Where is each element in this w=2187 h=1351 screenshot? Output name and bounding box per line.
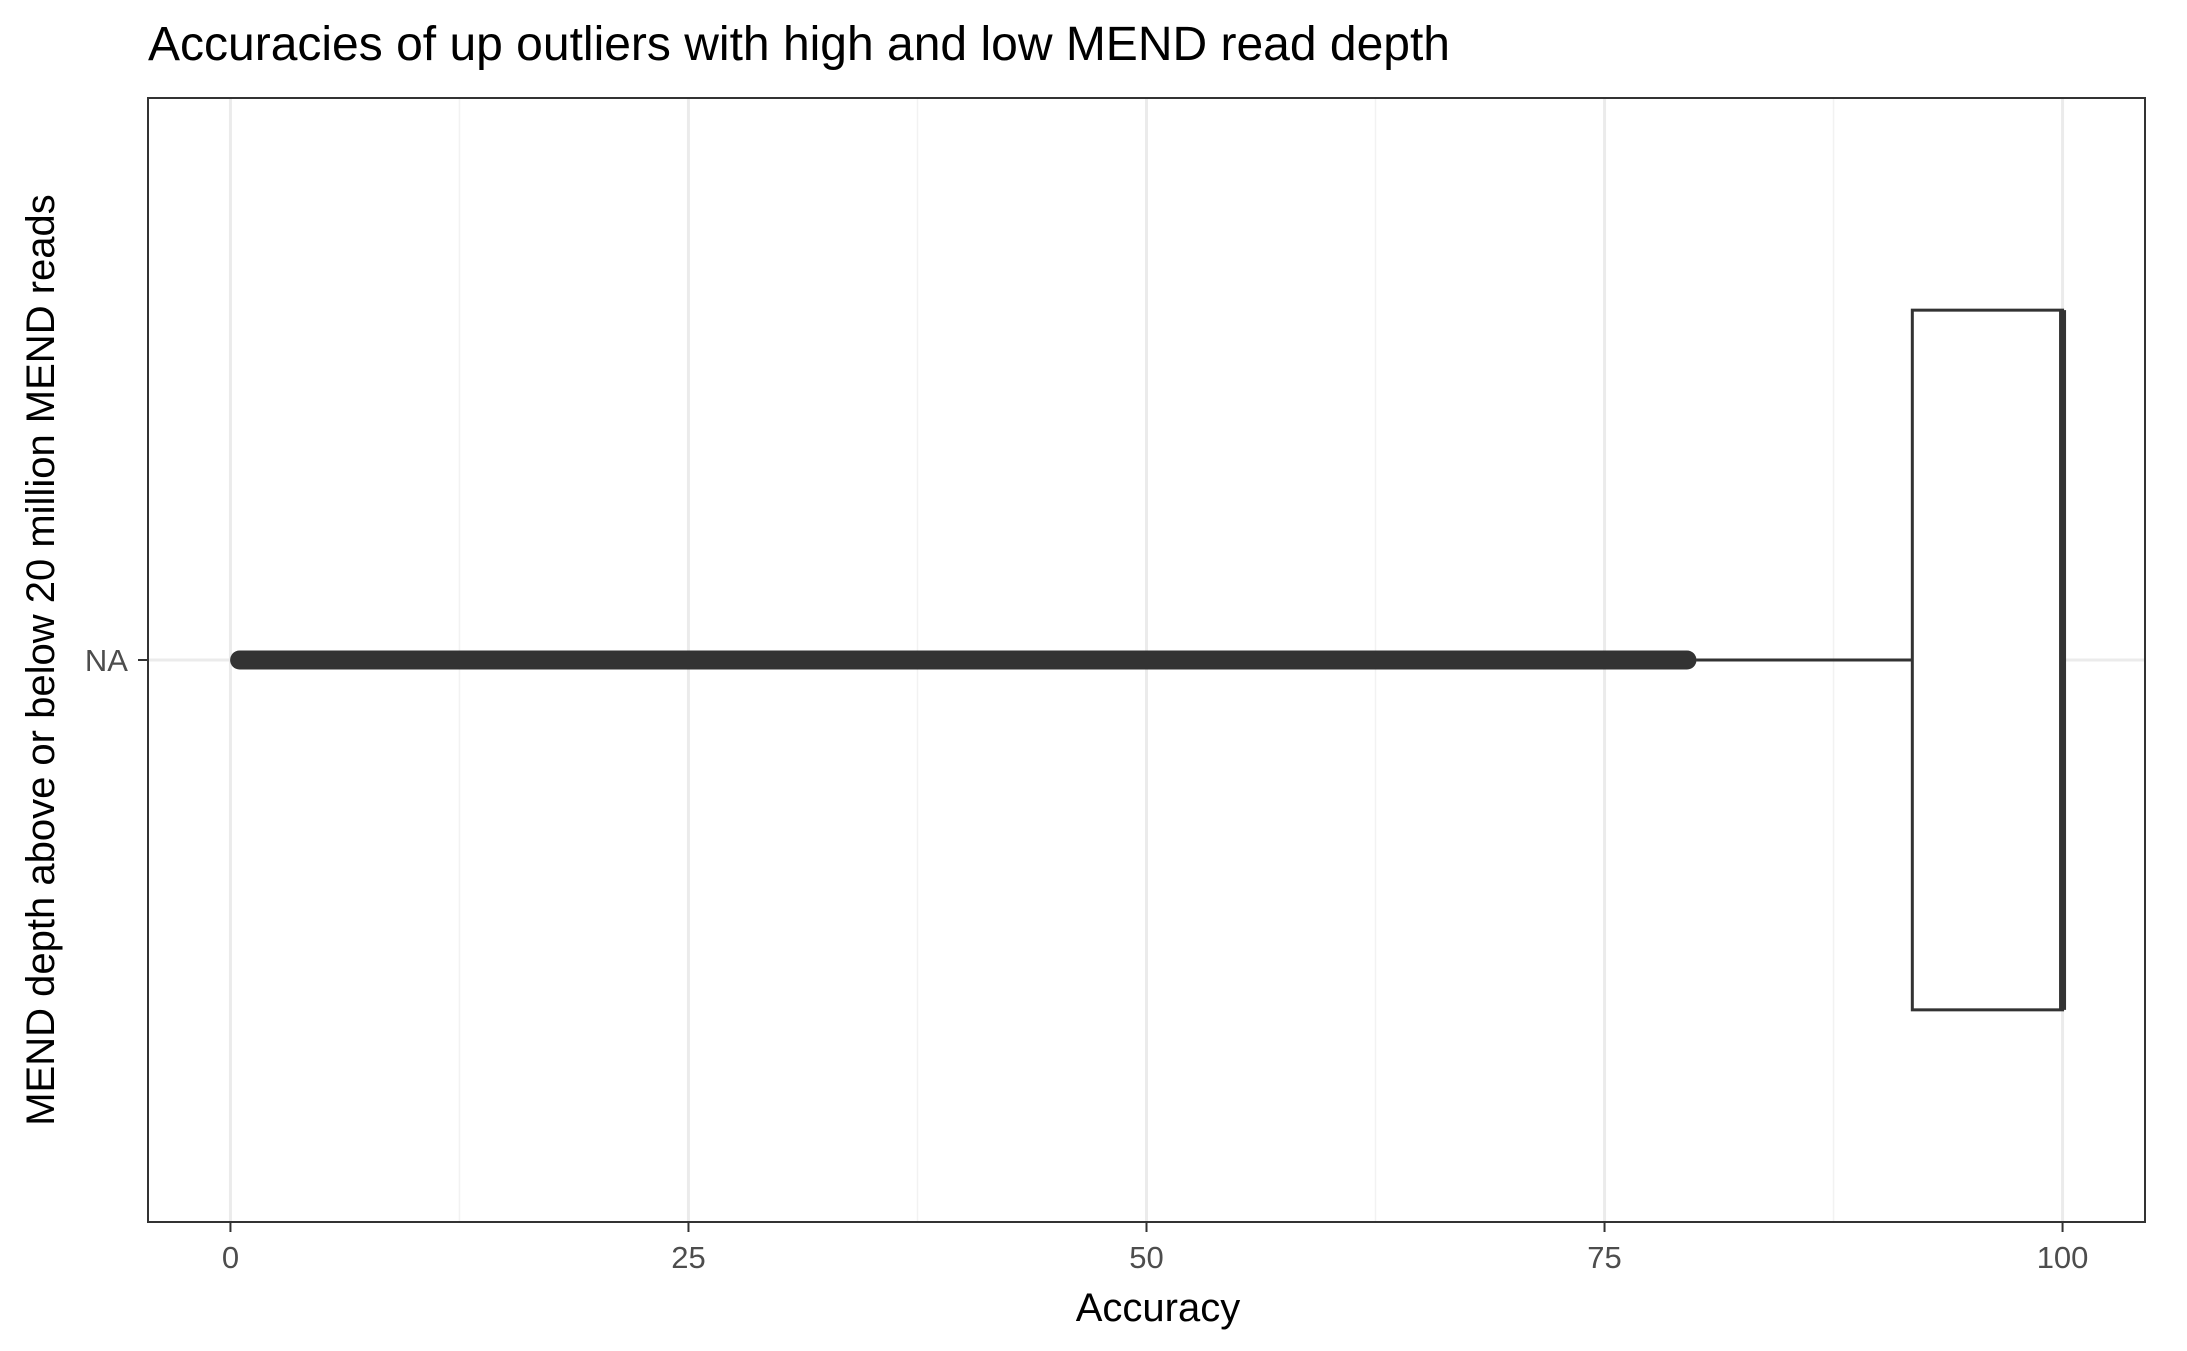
x-tick-label: 25 bbox=[671, 1240, 705, 1275]
x-tick-label: 100 bbox=[2037, 1240, 2089, 1275]
chart-title: Accuracies of up outliers with high and … bbox=[148, 18, 1450, 71]
x-axis-ticks: 0 25 50 75 100 bbox=[222, 1222, 2089, 1275]
y-axis-ticks: NA bbox=[85, 643, 148, 678]
x-tick-label: 75 bbox=[1587, 1240, 1621, 1275]
y-tick-label: NA bbox=[85, 643, 128, 678]
box-iqr bbox=[1910, 308, 2065, 1012]
y-axis-title: MEND depth above or below 20 million MEN… bbox=[19, 194, 63, 1126]
boxplot bbox=[1696, 308, 2067, 1012]
x-tick-label: 50 bbox=[1129, 1240, 1163, 1275]
x-tick-label: 0 bbox=[222, 1240, 239, 1275]
x-axis-title: Accuracy bbox=[1076, 1286, 1241, 1330]
